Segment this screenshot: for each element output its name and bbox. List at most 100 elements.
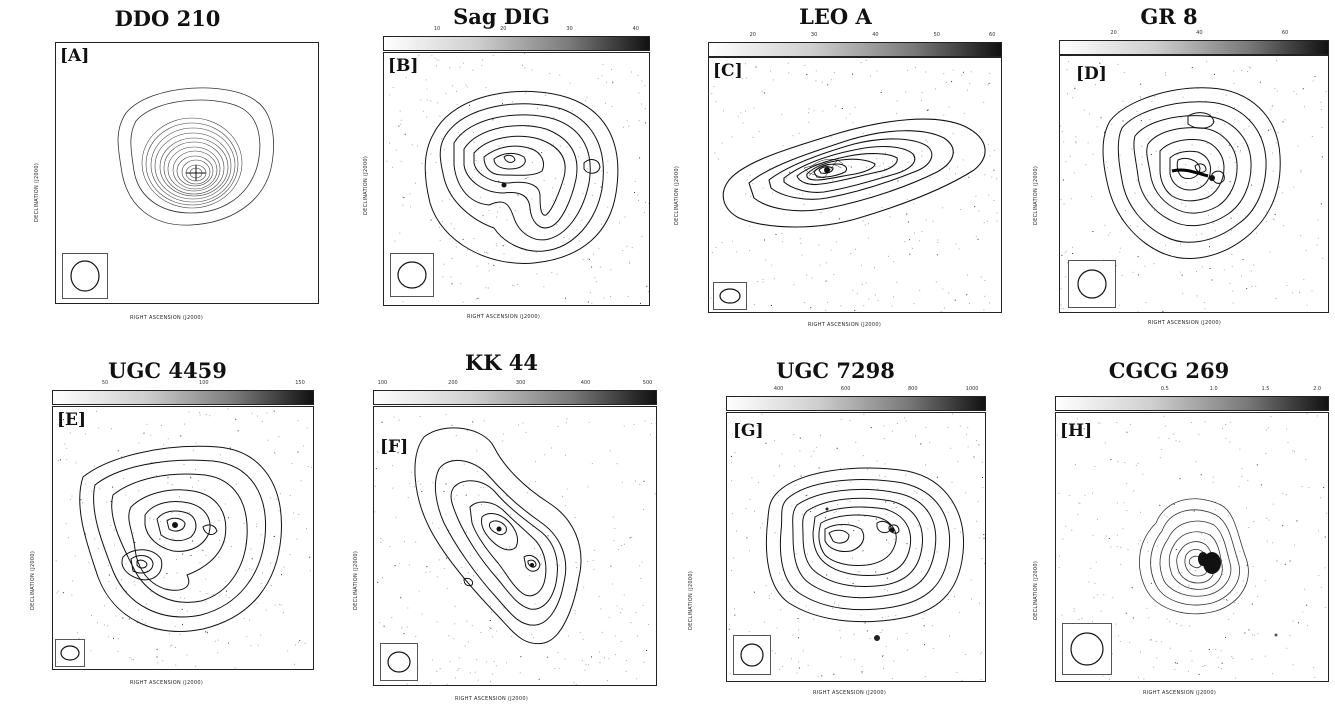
beam-box (62, 253, 108, 299)
colorbar-tick: 40 (872, 32, 879, 38)
colorbar-tick: 20 (1110, 30, 1117, 36)
colorbar: 10 20 30 40 (383, 26, 650, 51)
panel-label: [H] (1060, 421, 1093, 441)
map-frame: [E] (52, 406, 314, 670)
colorbar-tick: 400 (580, 380, 591, 386)
beam-ellipse (1070, 632, 1104, 666)
contour-map (55, 408, 313, 669)
panel-title: UGC 4459 (108, 358, 227, 383)
contour-map (710, 59, 998, 312)
panel-title: GR 8 (1140, 4, 1198, 29)
panel-label: [A] (60, 46, 90, 66)
beam-ellipse (387, 651, 411, 673)
colorbar-tick: 1.0 (1209, 386, 1218, 392)
y-axis-label: DECLINATION (J2000) (353, 550, 359, 610)
colorbar: 0.5 1.0 1.5 2.0 (1055, 386, 1329, 411)
map-frame: [A] (55, 42, 319, 304)
colorbar-tick: 50 (933, 32, 940, 38)
panel-title: KK 44 (464, 350, 539, 375)
colorbar-tick: 30 (566, 26, 573, 32)
panel-a: DDO 210 [A] (0, 0, 335, 340)
panel-label: [F] (380, 437, 409, 457)
colorbar-tick: 0.5 (1160, 386, 1169, 392)
y-axis-label: DECLINATION (J2000) (30, 550, 36, 610)
x-axis-label: RIGHT ASCENSION (J2000) (455, 696, 529, 702)
colorbar-tick: 40 (1196, 30, 1203, 36)
beam-box (55, 639, 85, 667)
colorbar: 20 30 40 50 60 (708, 32, 1002, 57)
map-frame: [H] (1055, 412, 1329, 682)
colorbar: 50 100 150 (52, 380, 314, 405)
colorbar-tick: 2.0 (1313, 386, 1322, 392)
panel-label: [C] (713, 61, 743, 81)
panel-title: DDO 210 (114, 6, 221, 31)
colorbar: 400 600 800 1000 (726, 386, 986, 411)
background-noise (1056, 413, 1328, 681)
panel-label: [D] (1076, 64, 1107, 84)
beam-ellipse (740, 643, 764, 667)
panel-label: [B] (388, 56, 419, 76)
map-frame: [D] (1059, 55, 1329, 313)
panel-label: [G] (733, 421, 764, 441)
colorbar-tick: 400 (773, 386, 784, 392)
colorbar-tick: 200 (448, 380, 458, 386)
panel-c: LEO A 20 30 40 50 60 [C (668, 0, 1003, 340)
colorbar-tick: 100 (377, 380, 388, 386)
panel-title: Sag DIG (453, 4, 550, 29)
contour-map (386, 53, 649, 304)
background-noise (710, 59, 998, 312)
colorbar-tick: 100 (199, 380, 209, 386)
y-axis-label: DECLINATION (J2000) (34, 162, 40, 222)
colorbar-tick: 20 (500, 26, 507, 32)
panel-title: CGCG 269 (1108, 358, 1230, 383)
colorbar-tick: 20 (749, 32, 756, 38)
colorbar-tick: 40 (632, 26, 639, 32)
colorbar-tick: 30 (810, 32, 818, 38)
map-frame: [C] (708, 57, 1002, 313)
colorbar: 20 40 60 (1059, 30, 1329, 55)
y-axis-label: DECLINATION (J2000) (688, 570, 694, 630)
beam-box (713, 282, 747, 310)
beam-box (380, 643, 418, 681)
colorbar-tick: 60 (989, 32, 996, 38)
y-axis-label: DECLINATION (J2000) (1033, 560, 1039, 620)
panel-d: GR 8 20 40 60 [D] DECLINA (1003, 0, 1335, 340)
panel-e: UGC 4459 50 100 150 [E] (0, 350, 335, 706)
colorbar-tick: 150 (295, 380, 305, 386)
x-axis-label: RIGHT ASCENSION (J2000) (130, 315, 204, 321)
beam-box (733, 635, 771, 675)
beam-ellipse (70, 260, 100, 292)
colorbar-tick: 50 (101, 380, 109, 386)
x-axis-label: RIGHT ASCENSION (J2000) (813, 690, 887, 696)
contour-map (1056, 413, 1328, 681)
y-axis-label: DECLINATION (J2000) (1033, 165, 1039, 225)
background-noise (386, 53, 649, 304)
colorbar-tick: 1000 (965, 386, 979, 392)
beam-ellipse (719, 288, 741, 304)
beam-ellipse (397, 261, 427, 289)
panel-title: LEO A (799, 4, 872, 29)
contour-map (1060, 60, 1327, 312)
panel-b: Sag DIG 10 20 30 40 [B] DECLINATION ( (335, 0, 668, 340)
colorbar-tick: 60 (1281, 30, 1289, 36)
colorbar-tick: 500 (642, 380, 653, 386)
colorbar-tick: 1.5 (1261, 386, 1270, 392)
colorbar-tick: 10 (433, 26, 441, 32)
contour-map (728, 413, 985, 681)
panel-g: UGC 7298 400 600 800 1000 [G] (668, 350, 1003, 706)
colorbar-tick: 600 (840, 386, 851, 392)
x-axis-label: RIGHT ASCENSION (J2000) (1148, 320, 1222, 326)
beam-box (390, 253, 434, 297)
panel-f: KK 44 100 200 300 400 500 [F] (335, 350, 668, 706)
colorbar: 100 200 300 400 500 (373, 380, 657, 405)
background-noise (728, 413, 985, 681)
colorbar-tick: 300 (515, 380, 526, 386)
map-frame: [B] (383, 52, 650, 306)
y-axis-label: DECLINATION (J2000) (674, 165, 680, 225)
contour-map (117, 87, 274, 226)
beam-ellipse (1077, 269, 1107, 299)
panel-label: [E] (57, 410, 87, 430)
contour-map (374, 414, 656, 685)
colorbar-tick: 800 (907, 386, 918, 392)
map-frame: [G] (726, 412, 986, 682)
